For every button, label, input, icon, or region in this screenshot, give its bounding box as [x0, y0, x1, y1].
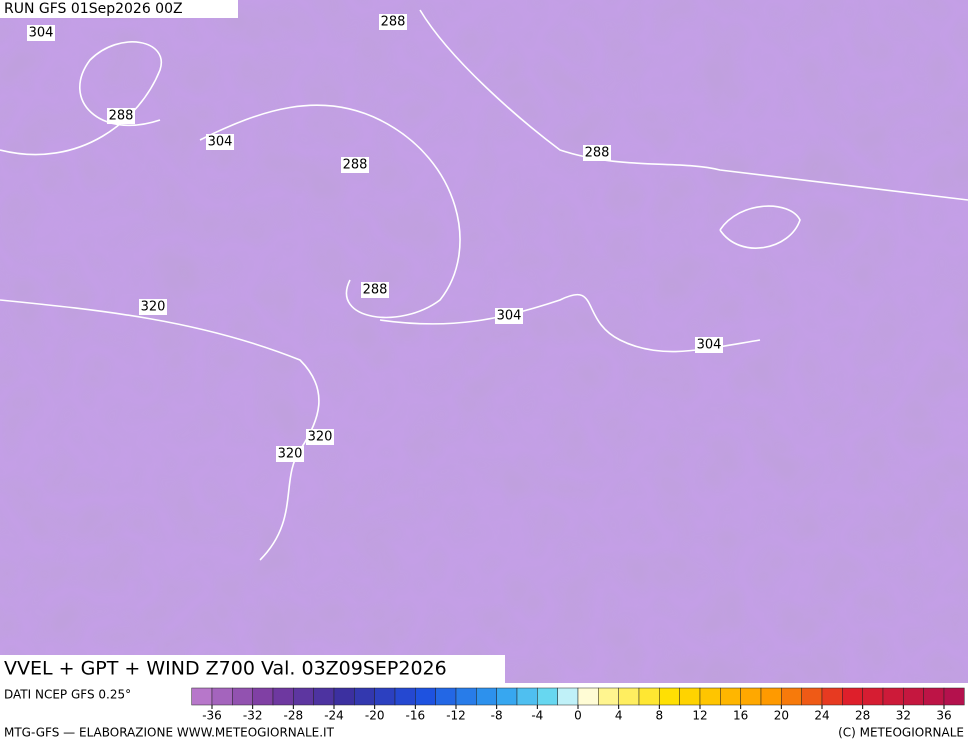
colorbar-swatch	[415, 687, 436, 706]
colorbar-swatch	[537, 687, 558, 706]
contour-label-box	[206, 134, 234, 150]
colorbar-swatch	[923, 687, 945, 706]
colorbar-swatch	[232, 687, 253, 706]
contour-label: 288	[585, 146, 610, 161]
contour-label-box	[341, 157, 369, 173]
colorbar-swatch	[943, 687, 965, 706]
colorbar-tick-label: -8	[491, 709, 503, 723]
colorbar-swatch	[618, 687, 640, 706]
colorbar-tick-label: 8	[656, 709, 664, 723]
map-title: VVEL + GPT + WIND Z700 Val. 03Z09SEP2026	[4, 658, 447, 680]
contour-label-box	[379, 14, 407, 30]
colorbar-tick-label: -36	[202, 709, 222, 723]
colorbar-tick-label: 20	[774, 709, 789, 723]
colorbar-tick-label: -28	[284, 709, 304, 723]
contour-label: 288	[109, 109, 134, 124]
contour-label: 320	[141, 300, 166, 315]
colorbar-swatch	[394, 687, 416, 706]
colorbar-swatch	[760, 687, 782, 706]
colorbar-tick-label: -32	[243, 709, 263, 723]
contour-label: 304	[29, 26, 54, 41]
colorbar-tick-label: -12	[446, 709, 466, 723]
contour-label: 304	[208, 135, 233, 150]
colorbar-swatch	[313, 687, 335, 706]
colorbar-tick-label: -24	[324, 709, 344, 723]
data-source: DATI NCEP GFS 0.25°	[4, 688, 131, 702]
colorbar-swatch	[638, 687, 660, 706]
colorbar-swatch	[435, 687, 457, 706]
colorbar-tick-label: 16	[733, 709, 748, 723]
colorbar-swatch	[862, 687, 884, 706]
run-label: RUN GFS 01Sep2026 00Z	[4, 1, 183, 17]
colorbar-tick-label: 0	[574, 709, 582, 723]
colorbar-swatch	[740, 687, 762, 706]
contour-label: 304	[697, 338, 722, 353]
colorbar-swatch	[516, 687, 538, 706]
contour-label-box	[139, 299, 167, 315]
contour-label: 288	[381, 15, 406, 30]
contour-label: 288	[343, 158, 368, 173]
colorbar-swatch	[272, 687, 294, 706]
colorbar-swatch	[598, 687, 619, 706]
contour-label-box	[695, 337, 723, 353]
contour-label: 320	[308, 430, 333, 445]
colorbar-swatch	[903, 687, 924, 706]
colorbar-swatch	[557, 687, 579, 706]
contour-label-box	[107, 108, 135, 124]
colorbar-swatch	[374, 687, 396, 706]
colorbar-tick-label: 36	[936, 709, 951, 723]
colorbar-tick-label: -20	[365, 709, 385, 723]
header-box	[0, 0, 238, 18]
contour-label-box	[306, 429, 334, 445]
colorbar-swatch	[476, 687, 497, 706]
colorbar-swatch	[577, 687, 599, 706]
contour-label-box	[276, 446, 304, 462]
colorbar-swatch	[333, 687, 355, 706]
colorbar-swatch	[496, 687, 518, 706]
credit-right: (C) METEOGIORNALE	[838, 726, 964, 740]
colorbar-swatch	[211, 687, 233, 706]
contour-label-box	[495, 308, 523, 324]
geopotential-contours	[0, 9, 968, 561]
wind-streamlines	[0, 0, 968, 683]
colorbar-swatch	[455, 687, 477, 706]
colorbar-swatch	[720, 687, 741, 706]
colorbar-swatch	[679, 687, 701, 706]
colorbar-swatch	[882, 687, 904, 706]
colorbar-swatch	[821, 687, 843, 706]
colorbar-swatch	[252, 687, 274, 706]
colorbar-tick-label: -4	[531, 709, 543, 723]
contour-label: 320	[278, 447, 303, 462]
colorbar-tick-label: 12	[692, 709, 707, 723]
colorbar-tick-label: 24	[814, 709, 829, 723]
colorbar-swatch	[842, 687, 863, 706]
colorbar-swatch	[191, 687, 213, 706]
credit-left: MTG-GFS — ELABORAZIONE WWW.METEOGIORNALE…	[4, 726, 335, 740]
colorbar-tick-label: 28	[855, 709, 870, 723]
colorbar-swatch	[659, 687, 680, 706]
contour-label-box	[583, 145, 611, 161]
colorbar-tick-label: 32	[896, 709, 911, 723]
colorbar-swatch	[801, 687, 823, 706]
contour-label: 304	[497, 309, 522, 324]
colorbar-swatch	[354, 687, 375, 706]
contour-label: 288	[363, 283, 388, 298]
contour-label-box	[361, 282, 389, 298]
title-box	[0, 655, 505, 683]
contour-label-box	[27, 25, 55, 41]
colorbar-swatch	[293, 687, 314, 706]
colorbar-swatch	[699, 687, 721, 706]
colorbar-tick-label: 4	[615, 709, 623, 723]
colorbar-swatch	[781, 687, 802, 706]
colorbar-tick-label: -16	[406, 709, 426, 723]
